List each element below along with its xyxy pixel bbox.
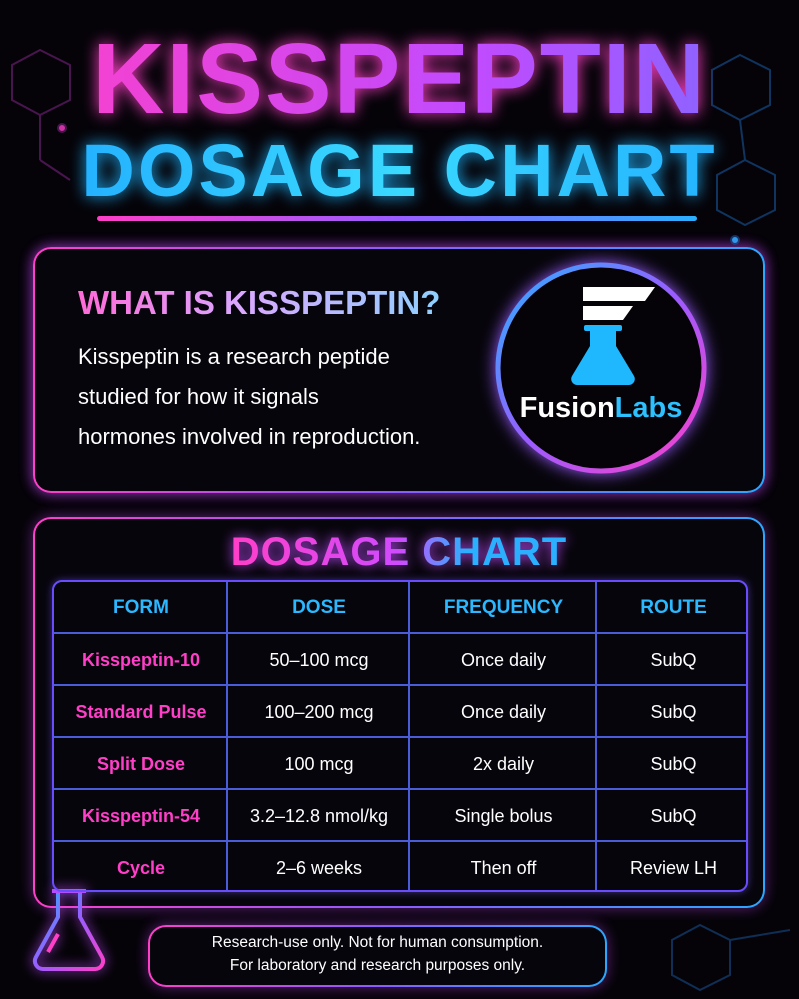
- row-label: Kisspeptin-54: [81, 805, 201, 826]
- row-divider: [54, 684, 746, 686]
- dosage-table: FORM DOSE FREQUENCY ROUTE Kisspeptin-10 50–10…: [52, 580, 748, 892]
- row-divider: [54, 788, 746, 790]
- title: KISSPEPTIN: [0, 22, 799, 137]
- row-divider: [54, 632, 746, 634]
- table-cell: Review LH: [629, 857, 718, 878]
- table-cell: Once daily: [460, 649, 547, 670]
- table-cell: Then off: [470, 857, 537, 878]
- about-heading: WHAT IS KISSPEPTIN?: [78, 284, 441, 321]
- footer-line: For laboratory and research purposes onl…: [229, 957, 526, 974]
- table-cell: 2x daily: [472, 753, 535, 774]
- column-header: ROUTE: [640, 597, 707, 618]
- table-cell: 100–200 mcg: [264, 701, 374, 722]
- logo-icon: [571, 287, 655, 385]
- table-cell: SubQ: [650, 805, 697, 826]
- about-line: Kisspeptin is a research peptide: [78, 344, 390, 369]
- table-title: DOSAGE CHART: [33, 530, 765, 575]
- about-line: studied for how it signals: [78, 384, 319, 409]
- footer-box: [148, 925, 607, 987]
- table-cell: 3.2–12.8 nmol/kg: [249, 805, 389, 826]
- about-line: hormones involved in reproduction.: [78, 424, 421, 449]
- table-cell: SubQ: [650, 701, 697, 722]
- molecule-left: [11, 48, 71, 181]
- row-label: Standard Pulse: [75, 701, 207, 722]
- molecule-bottom-right: [671, 923, 791, 992]
- logo-part1: Fusion: [519, 392, 615, 424]
- subtitle: DOSAGE CHART: [0, 128, 799, 213]
- table-cell: SubQ: [650, 649, 697, 670]
- logo-part2: Labs: [614, 392, 683, 424]
- logo-text: FusionLabs: [498, 392, 704, 425]
- row-label: Split Dose: [96, 753, 185, 774]
- table-cell: 2–6 weeks: [275, 857, 363, 878]
- table-cell: SubQ: [650, 753, 697, 774]
- row-divider: [54, 736, 746, 738]
- row-label: Kisspeptin-10: [81, 649, 201, 670]
- flask-icon: [32, 889, 106, 972]
- column-header: FORM: [113, 597, 169, 618]
- table-cell: Once daily: [460, 701, 547, 722]
- row-label: Cycle: [116, 857, 166, 878]
- table-title-text: DOSAGE CHART: [230, 530, 568, 574]
- column-header: FREQUENCY: [443, 597, 564, 618]
- table-cell: Single bolus: [454, 805, 553, 826]
- title-underline: [97, 216, 697, 221]
- row-divider: [54, 840, 746, 842]
- footer-line: Research-use only. Not for human consump…: [211, 934, 544, 951]
- column-header: DOSE: [292, 597, 346, 618]
- table-cell: 100 mcg: [284, 753, 354, 774]
- molecule-right: [711, 53, 776, 245]
- table-cell: 50–100 mcg: [269, 649, 369, 670]
